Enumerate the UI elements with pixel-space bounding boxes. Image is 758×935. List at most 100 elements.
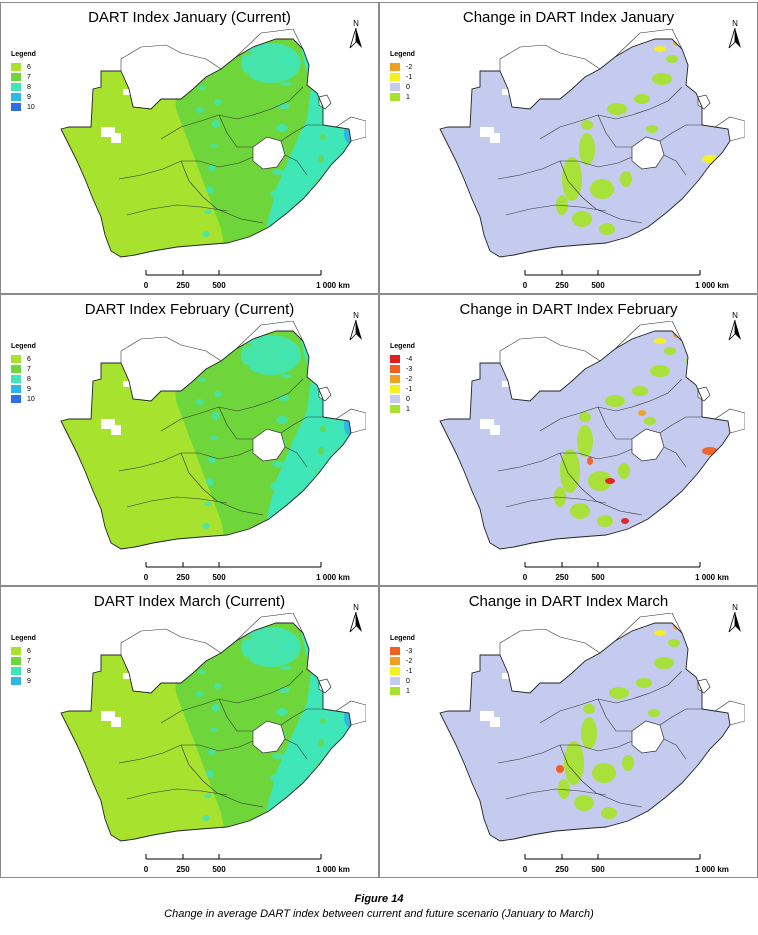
scale-label: 0 <box>522 865 528 874</box>
legend-label: 9 <box>27 677 31 685</box>
legend-swatch <box>11 647 21 655</box>
legend-label: 7 <box>27 657 31 665</box>
north-label: N <box>353 311 359 320</box>
country-map <box>60 321 366 550</box>
legend-heading: Legend <box>11 635 36 642</box>
panel-title: DART Index January (Current) <box>88 9 291 26</box>
legend-heading: Legend <box>390 51 415 58</box>
country-map <box>439 613 745 842</box>
country-fill <box>61 39 351 257</box>
figure-caption: Change in average DART index between cur… <box>164 908 594 920</box>
scale-label: 1 000 km <box>695 865 729 874</box>
legend-swatch <box>11 667 21 675</box>
scale-label: 500 <box>591 573 605 582</box>
legend-label: 1 <box>406 405 410 413</box>
country-map <box>439 321 745 550</box>
legend-label: -2 <box>406 63 413 71</box>
legend-item: 0 <box>390 676 415 686</box>
north-label: N <box>732 603 738 612</box>
panel-title: DART Index February (Current) <box>84 301 295 318</box>
legend-label: -1 <box>406 385 413 393</box>
panel-title: DART Index March (Current) <box>93 593 286 610</box>
map-panel: DART Index March (Current) N Legend 6 7 8 9 0 25… <box>0 586 379 878</box>
legend-swatch <box>11 103 21 111</box>
map-grid: DART Index January (Current) N Legend 6 7 8 9 1… <box>0 2 758 878</box>
legend-swatch <box>390 405 400 413</box>
legend-item: 9 <box>11 92 36 102</box>
scale-bar-graphic <box>145 854 322 860</box>
legend-label: 0 <box>406 83 410 91</box>
scale-label: 250 <box>176 573 190 582</box>
north-arrow-icon: N <box>347 19 365 53</box>
scale-label: 0 <box>522 281 528 290</box>
scale-label: 0 <box>522 573 528 582</box>
legend-label: 1 <box>406 687 410 695</box>
legend-label: 7 <box>27 73 31 81</box>
scale-bar-graphic <box>145 562 322 568</box>
legend-label: 9 <box>27 385 31 393</box>
legend-swatch <box>390 375 400 383</box>
north-label: N <box>353 603 359 612</box>
legend-label: 8 <box>27 83 31 91</box>
legend-item: 1 <box>390 92 415 102</box>
legend-item: 6 <box>11 62 36 72</box>
scale-bar-graphic <box>524 562 701 568</box>
legend-heading: Legend <box>11 343 36 350</box>
legend-swatch <box>390 395 400 403</box>
country-fill <box>61 623 351 841</box>
legend-swatch <box>390 63 400 71</box>
legend-label: -2 <box>406 657 413 665</box>
legend-label: -2 <box>406 375 413 383</box>
scale-label: 0 <box>143 281 149 290</box>
legend-label: 6 <box>27 63 31 71</box>
scale-label: 250 <box>555 573 569 582</box>
map-panel: DART Index January (Current) N Legend 6 7 8 9 1… <box>0 2 379 294</box>
legend-item: 1 <box>390 686 415 696</box>
legend-item: 6 <box>11 646 36 656</box>
legend-item: 10 <box>11 102 36 112</box>
country-map <box>439 29 745 258</box>
legend-swatch <box>390 355 400 363</box>
legend-swatch <box>390 73 400 81</box>
legend-label: 6 <box>27 647 31 655</box>
country-map <box>60 29 366 258</box>
legend-swatch <box>390 365 400 373</box>
legend-item: 7 <box>11 656 36 666</box>
legend: Legend -4 -3 -2 -1 0 1 <box>390 343 415 414</box>
scale-bar: 0 250 500 1 000 km <box>1 261 378 291</box>
legend: Legend -3 -2 -1 0 1 <box>390 635 415 696</box>
map-panel: Change in DART Index February N Legend -4 -3… <box>379 294 758 586</box>
country-map <box>60 613 366 842</box>
scale-bar: 0 250 500 1 000 km <box>380 845 757 875</box>
scale-label: 250 <box>176 865 190 874</box>
legend-swatch <box>11 73 21 81</box>
legend-label: -4 <box>406 355 413 363</box>
panel-title: Change in DART Index January <box>462 9 675 26</box>
legend-item: -1 <box>390 666 415 676</box>
legend-item: 8 <box>11 374 36 384</box>
legend: Legend -2 -1 0 1 <box>390 51 415 102</box>
legend-item: 9 <box>11 676 36 686</box>
country-fill <box>440 623 730 841</box>
legend-swatch <box>390 93 400 101</box>
scale-label: 0 <box>143 573 149 582</box>
north-arrow-icon: N <box>726 603 744 637</box>
legend-label: 0 <box>406 677 410 685</box>
legend-item: 7 <box>11 364 36 374</box>
legend: Legend 6 7 8 9 10 <box>11 343 36 404</box>
figure-label: Figure 14 <box>354 893 404 905</box>
north-arrow-icon: N <box>726 311 744 345</box>
legend-item: 0 <box>390 394 415 404</box>
north-label: N <box>732 19 738 28</box>
scale-label: 500 <box>591 281 605 290</box>
scale-bar-graphic <box>145 270 322 276</box>
legend-heading: Legend <box>390 343 415 350</box>
legend-label: 6 <box>27 355 31 363</box>
legend: Legend 6 7 8 9 10 <box>11 51 36 112</box>
scale-label: 1 000 km <box>316 281 350 290</box>
north-arrow-icon: N <box>347 311 365 345</box>
legend-label: 0 <box>406 395 410 403</box>
legend-swatch <box>11 385 21 393</box>
map-panel: Change in DART Index January N Legend -2 -1 0… <box>379 2 758 294</box>
scale-label: 250 <box>555 281 569 290</box>
